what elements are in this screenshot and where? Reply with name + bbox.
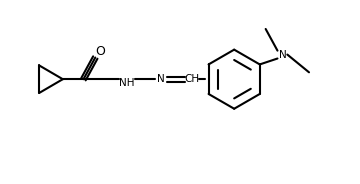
- Text: N: N: [157, 74, 165, 84]
- Text: CH: CH: [184, 74, 199, 84]
- Text: O: O: [95, 45, 105, 58]
- Text: N: N: [279, 49, 286, 60]
- Text: NH: NH: [119, 78, 135, 88]
